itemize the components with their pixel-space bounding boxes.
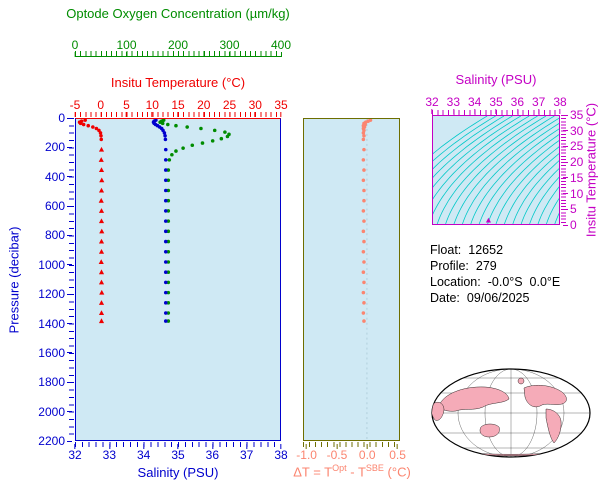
- delta-t-label-part: - T: [346, 464, 366, 480]
- float-id-label: Float:: [430, 243, 462, 257]
- delta-t-label-sup-opt: Opt: [332, 463, 347, 473]
- delta-t-axis-minor-ticks: [303, 442, 400, 447]
- profile-number-row: Profile: 279: [430, 258, 560, 274]
- location-label: Location:: [430, 275, 481, 289]
- delta-t-label-part: (°C): [383, 464, 411, 480]
- date-value: 09/06/2025: [466, 291, 530, 305]
- salinity-axis-label: Salinity (PSU): [137, 465, 219, 480]
- float-id-row: Float: 12652: [430, 242, 560, 258]
- temperature-axis-label: Insitu Temperature (°C): [110, 75, 246, 90]
- ts-temperature-axis-label: Insitu Temperature (°C): [583, 102, 599, 238]
- profile-plot-canvas: [77, 119, 231, 324]
- profile-number-value: 279: [475, 259, 497, 273]
- delta-t-axis-label: ΔT = TOpt - TSBE (°C): [293, 463, 411, 480]
- pressure-axis-label: Pressure (decibar): [6, 226, 22, 334]
- location-row: Location: -0.0°S 0.0°E: [430, 274, 560, 290]
- temperature-axis-minor-ticks: [75, 112, 281, 117]
- oxygen-axis-ticks: 0 100 200 300 400: [72, 38, 291, 57]
- world-map: [429, 366, 593, 460]
- salinity-axis-minor-ticks: [75, 442, 281, 447]
- ts-salinity-minor-ticks: [432, 110, 560, 115]
- pressure-axis-ticks: 0 200 400 600 800 1000 1200 1400 1600 1800 2000 220…: [28, 112, 74, 447]
- salinity-axis-ticks: 32 33 34 35 36 37 38: [68, 443, 288, 462]
- ts-salinity-axis-label: Salinity (PSU): [455, 72, 537, 87]
- delta-t-plot-canvas: [361, 119, 373, 440]
- profile-number-label: Profile:: [430, 259, 469, 273]
- pressure-axis-minor-ticks: [69, 118, 74, 441]
- ts-diagram-area: [432, 115, 560, 225]
- location-value: -0.0°S 0.0°E: [487, 275, 561, 289]
- date-row: Date: 09/06/2025: [430, 290, 560, 306]
- delta-t-label-part: ΔT = T: [293, 464, 333, 480]
- float-id-value: 12652: [468, 243, 504, 257]
- ts-temperature-axis-ticks: 0 5 10 15 20 25 30 35: [561, 109, 589, 231]
- oxygen-axis-label: Optode Oxygen Concentration (µm/kg): [66, 6, 290, 21]
- ts-diagram-canvas: [433, 116, 559, 224]
- tick: 0: [561, 219, 577, 231]
- tick: 2200: [38, 435, 74, 447]
- date-label: Date:: [430, 291, 460, 305]
- tick: -5: [70, 99, 80, 117]
- tick: 400: [271, 39, 291, 57]
- delta-t-plot-area: [303, 118, 400, 441]
- map-landmasses: [432, 377, 567, 456]
- profile-plot-area: [75, 118, 281, 441]
- tick: 32: [68, 443, 82, 461]
- oxygen-axis-line: [75, 56, 281, 57]
- oxygen-axis-minor-ticks: [75, 51, 281, 56]
- tick: 32: [425, 96, 439, 114]
- world-map-canvas: [431, 368, 591, 458]
- delta-t-label-sup-sbe: SBE: [365, 463, 384, 473]
- float-info-block: Float: 12652 Profile: 279 Location: -0.0°S …: [430, 242, 560, 306]
- ts-temperature-minor-ticks: [561, 115, 566, 225]
